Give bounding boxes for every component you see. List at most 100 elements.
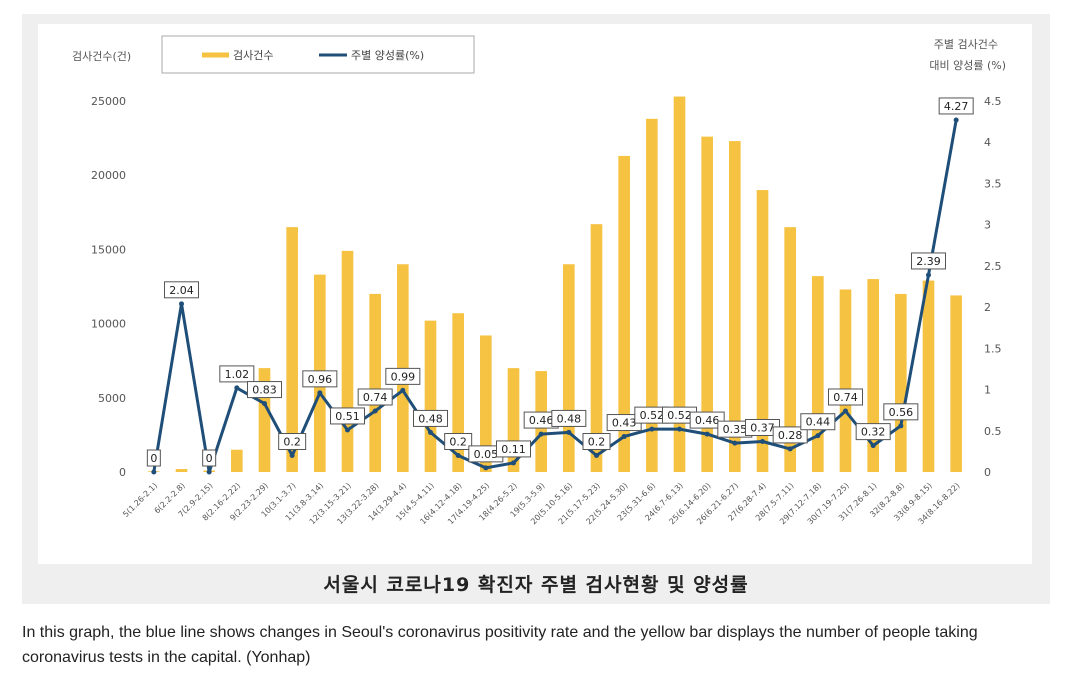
right-tick-label: 3 — [984, 219, 991, 232]
right-tick-label: 2 — [984, 301, 991, 314]
data-label: 0.74 — [363, 391, 388, 404]
bar — [812, 276, 824, 472]
data-label-box — [219, 365, 255, 383]
data-label: 0.56 — [889, 406, 914, 419]
line-point — [953, 117, 959, 123]
right-tick-label: 3.5 — [984, 177, 1002, 190]
line-point — [455, 453, 461, 459]
data-label: 0.44 — [806, 416, 831, 429]
bar — [231, 449, 243, 472]
data-label: 0.11 — [501, 443, 526, 456]
data-label-box — [302, 370, 338, 388]
line-point — [760, 438, 765, 444]
bar — [507, 368, 520, 472]
data-label: 2.39 — [916, 255, 941, 268]
data-label: 0.52 — [640, 409, 665, 422]
data-label: 0.37 — [750, 421, 775, 434]
bar — [563, 264, 575, 472]
bar — [258, 368, 271, 472]
bar — [424, 320, 437, 472]
bar — [756, 190, 769, 473]
line-point — [926, 272, 931, 278]
line-point — [511, 460, 516, 466]
data-label-box — [551, 409, 587, 427]
line-point — [787, 446, 793, 452]
data-label: 0.35 — [723, 423, 748, 436]
right-tick-label: 0.5 — [984, 425, 1002, 438]
line-point — [815, 433, 821, 439]
bar — [922, 280, 935, 472]
bar — [286, 227, 298, 472]
line-point — [566, 429, 572, 435]
bar — [175, 469, 188, 472]
bar — [895, 293, 907, 472]
right-tick-label: 1.5 — [984, 342, 1002, 355]
line-point — [483, 465, 489, 471]
data-label: 0.32 — [861, 426, 886, 439]
bar — [839, 289, 852, 472]
data-label-box — [202, 449, 217, 467]
data-label-box — [911, 252, 946, 270]
right-axis-ticks: 0 0.5 1 1.5 2 2.5 3 3.5 4 4.5 — [984, 95, 1002, 479]
data-label: 0.46 — [695, 414, 720, 427]
line-point — [262, 401, 267, 407]
right-tick-label: 2.5 — [984, 260, 1002, 273]
data-label-box — [883, 403, 919, 421]
left-tick-label: 15000 — [91, 243, 126, 256]
data-label: 0.48 — [557, 412, 582, 425]
left-tick-label: 10000 — [91, 318, 126, 331]
data-label-box — [800, 413, 836, 431]
left-tick-label: 5000 — [98, 392, 126, 405]
data-label-box — [413, 409, 448, 427]
line-point — [898, 423, 904, 429]
left-axis-title: 검사건수(건) — [72, 50, 131, 63]
data-label-box — [278, 433, 307, 451]
line-point — [677, 426, 682, 432]
data-label-box — [164, 281, 199, 299]
data-label-box — [689, 411, 725, 429]
left-axis-ticks: 0 5000 10000 15000 20000 25000 — [91, 95, 126, 479]
data-label-box — [146, 449, 161, 467]
line-point — [594, 453, 599, 459]
line-point — [704, 431, 710, 437]
data-label-box — [247, 381, 282, 399]
right-tick-label: 4.5 — [984, 95, 1002, 108]
data-label: 0.52 — [667, 409, 692, 422]
data-label: 0.05 — [474, 448, 499, 461]
line-point — [206, 469, 212, 475]
data-label: 0 — [206, 452, 213, 465]
chart-figure: 검사건수(건) 주별 검사건수 대비 양성률 (%) 검사건수 주별 양성률(%… — [22, 14, 1050, 604]
line-point — [649, 426, 655, 432]
data-label-box — [772, 426, 808, 444]
line-point — [289, 453, 295, 459]
chart-legend: 검사건수 주별 양성률(%) — [161, 35, 475, 74]
bar — [341, 250, 354, 472]
bar — [673, 96, 686, 472]
data-label-box — [357, 388, 393, 406]
bar — [729, 141, 741, 472]
dual-axis-chart: 검사건수(건) 주별 검사건수 대비 양성률 (%) 검사건수 주별 양성률(%… — [38, 24, 1032, 564]
figure-caption: In this graph, the blue line shows chang… — [22, 624, 978, 666]
data-label: 0.51 — [335, 410, 360, 423]
right-axis-title-line2: 대비 양성률 (%) — [929, 59, 1006, 72]
data-label: 0.74 — [833, 391, 858, 404]
data-label: 4.27 — [944, 100, 969, 113]
line-point — [732, 440, 738, 446]
line-series: 02.0401.020.830.20.960.510.740.990.480.2… — [146, 97, 974, 475]
bar — [646, 118, 658, 473]
right-axis-title-line1: 주별 검사건수 — [934, 38, 998, 51]
right-tick-label: 0 — [984, 466, 991, 479]
data-label-box — [444, 433, 473, 451]
data-label-box — [938, 97, 974, 115]
legend-line-label: 주별 양성률(%) — [351, 49, 424, 62]
data-label: 0.2 — [588, 436, 606, 449]
line-point — [317, 390, 323, 396]
right-tick-label: 1 — [984, 384, 991, 397]
data-label: 0 — [150, 452, 157, 465]
line-point — [870, 443, 876, 449]
line-point — [345, 427, 350, 433]
right-tick-label: 4 — [984, 136, 991, 149]
line-point — [372, 408, 378, 414]
bar — [784, 227, 796, 472]
data-label: 0.2 — [449, 436, 467, 449]
